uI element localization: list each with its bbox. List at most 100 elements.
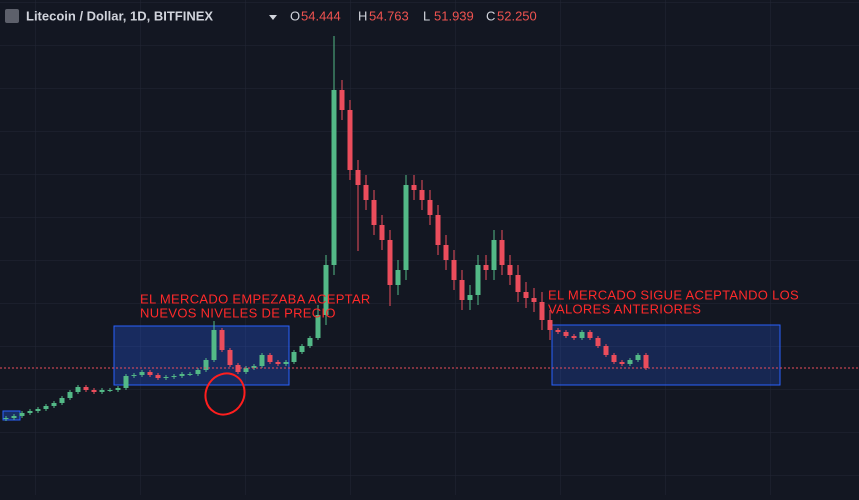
candle-body (355, 170, 361, 185)
ohlc-value: 52.250 (497, 8, 537, 23)
candle-body (3, 418, 9, 419)
dropdown-caret[interactable] (269, 15, 277, 20)
candle-body (107, 390, 113, 391)
candle-body (499, 240, 505, 265)
candle-body (387, 240, 393, 285)
candle-body (11, 416, 17, 418)
ohlc-value: 51.939 (434, 8, 474, 23)
ohlc-value: 54.763 (369, 8, 409, 23)
circle-marker (204, 372, 246, 416)
candle-body (163, 377, 169, 378)
candle-body (115, 388, 121, 390)
annotation: EL MERCADO EMPEZABA ACEPTAR (140, 291, 371, 306)
candle-body (547, 320, 553, 330)
candle-body (147, 372, 153, 375)
ohlc-legend: O 54.444 H 54.763 L 51.939 C 52.250 (290, 8, 537, 23)
candle-body (219, 330, 225, 350)
candle-body (603, 346, 609, 355)
candle-body (307, 338, 313, 346)
candle-body (435, 215, 441, 245)
candle-body (75, 387, 81, 392)
candle-body (243, 368, 249, 372)
symbol-icon (5, 9, 19, 23)
candle-body (571, 336, 577, 338)
candle-body (123, 376, 129, 388)
candle-body (283, 362, 289, 364)
candle-body (579, 332, 585, 338)
candle-body (619, 362, 625, 364)
candle-body (35, 409, 41, 411)
candle-body (331, 90, 337, 265)
candle-body (515, 275, 521, 292)
candle-body (43, 406, 49, 409)
candle-body (171, 376, 177, 377)
candle-body (635, 355, 641, 360)
annotation: EL MERCADO SIGUE ACEPTANDO LOS (548, 287, 799, 302)
candle-body (555, 330, 561, 332)
ohlc-key: C (486, 8, 495, 23)
candle-body (139, 372, 145, 375)
candle-body (275, 362, 281, 364)
candle-body (451, 260, 457, 280)
candle-body (323, 265, 329, 315)
candle-body (19, 413, 25, 416)
candle-body (491, 240, 497, 270)
candle-body (339, 90, 345, 110)
candle-body (507, 265, 513, 275)
candle-body (195, 370, 201, 374)
candle-body (539, 302, 545, 320)
candle-body (259, 355, 265, 366)
candle-body (523, 292, 529, 298)
candle-body (267, 355, 273, 362)
candle-body (443, 245, 449, 260)
ohlc-key: L (423, 8, 430, 23)
candle-body (595, 338, 601, 346)
candle-body (627, 360, 633, 364)
ohlc-value: 54.444 (301, 8, 341, 23)
candle-body (291, 352, 297, 362)
candle-body (83, 387, 89, 390)
candle-body (67, 392, 73, 398)
candle-body (459, 280, 465, 300)
candle-body (203, 360, 209, 370)
candle-body (131, 375, 137, 376)
candle-body (99, 390, 105, 392)
candle-body (363, 185, 369, 200)
candle-body (371, 200, 377, 225)
candle-body (411, 185, 417, 190)
annotation: VALORES ANTERIORES (548, 301, 701, 316)
chart-title: Litecoin / Dollar, 1D, BITFINEX (26, 8, 213, 23)
candle-body (475, 265, 481, 295)
candle-body (211, 330, 217, 360)
candle-body (587, 332, 593, 338)
candle-body (155, 375, 161, 378)
annotation: NUEVOS NIVELES DE PRECIO (140, 305, 336, 320)
ohlc-key: O (290, 8, 300, 23)
candle-body (563, 332, 569, 336)
candle-body (531, 298, 537, 302)
candle-body (179, 374, 185, 376)
candle-body (379, 225, 385, 240)
candle-body (483, 265, 489, 270)
candle-body (403, 185, 409, 270)
candle-body (91, 390, 97, 392)
candle-body (227, 350, 233, 365)
candle-body (315, 315, 321, 338)
candle-body (347, 110, 353, 170)
candle-body (419, 190, 425, 200)
candle-body (187, 374, 193, 375)
candle-body (51, 403, 57, 406)
candle-body (611, 355, 617, 362)
candle-body (467, 295, 473, 300)
candle-body (643, 355, 649, 368)
candle-body (59, 398, 65, 403)
candle-body (251, 366, 257, 368)
candle-body (427, 200, 433, 215)
ohlc-key: H (358, 8, 367, 23)
candle-body (299, 346, 305, 352)
candle-body (395, 270, 401, 285)
highlight-box (551, 324, 781, 386)
